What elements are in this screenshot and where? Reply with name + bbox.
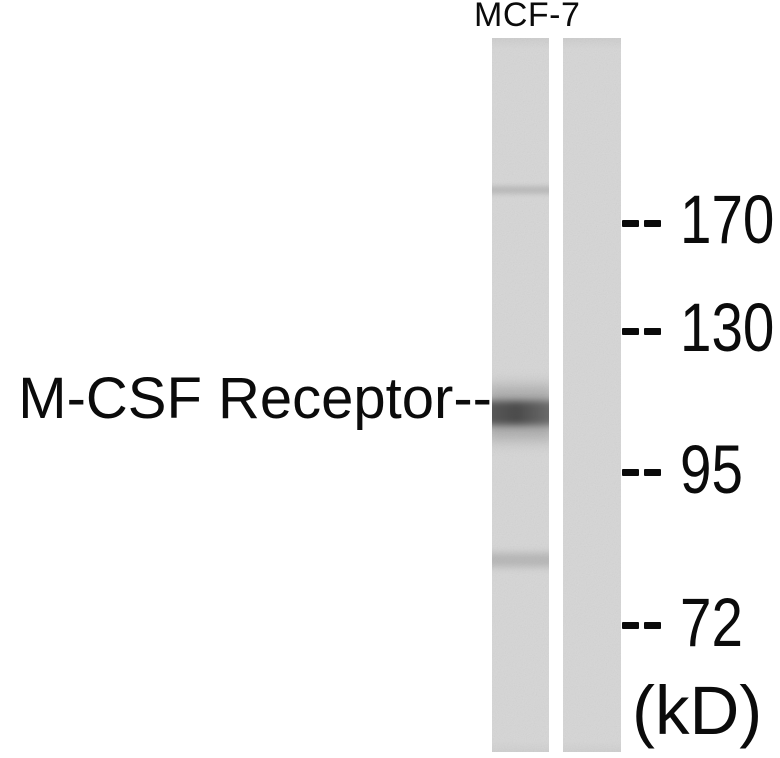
faint-band-high (492, 185, 549, 195)
marker-value-95: 95 (680, 431, 743, 508)
gel-noise-texture (563, 38, 621, 752)
marker-tick-72 (622, 622, 666, 629)
tick-dash-icon (622, 469, 639, 476)
marker-value-130: 130 (680, 289, 775, 366)
sample-label: MCF-7 (474, 0, 581, 34)
tick-dash-icon (644, 220, 661, 227)
marker-tick-130 (622, 328, 666, 335)
blot-lane-control (563, 38, 621, 752)
mcsf-receptor-band-core (492, 400, 549, 425)
marker-value-170: 170 (680, 181, 775, 258)
tick-dash-icon (622, 622, 639, 629)
marker-tick-170 (622, 220, 666, 227)
tick-dash-icon (644, 328, 661, 335)
marker-value-72: 72 (680, 584, 743, 661)
blot-lane-mcf7 (492, 38, 549, 752)
antibody-label: M-CSF Receptor-- (18, 366, 492, 431)
tick-dash-icon (644, 622, 661, 629)
tick-dash-icon (622, 220, 639, 227)
marker-tick-95 (622, 469, 666, 476)
unit-label-kd: (kD) (632, 672, 763, 749)
tick-dash-icon (644, 469, 661, 476)
tick-dash-icon (622, 328, 639, 335)
faint-band-low (492, 552, 549, 568)
